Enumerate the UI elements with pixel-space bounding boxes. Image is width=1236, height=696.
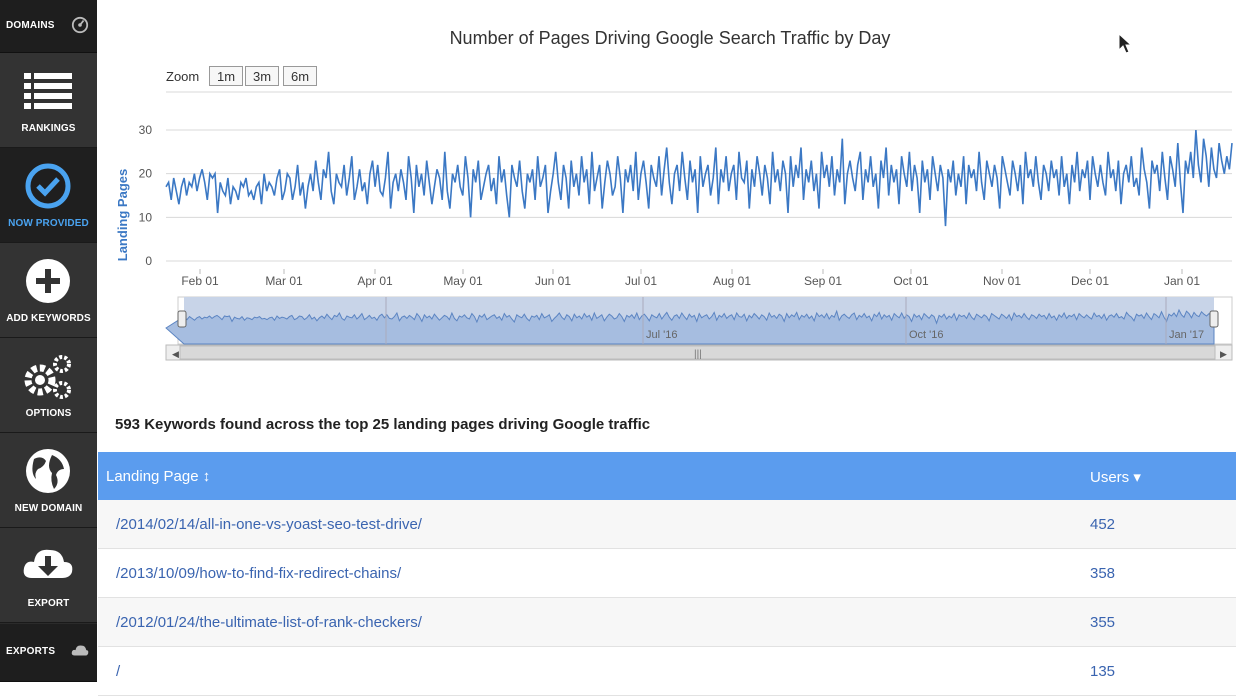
list-icon: [24, 73, 72, 109]
table-body: /2014/02/14/all-in-one-vs-yoast-seo-test…: [98, 500, 1236, 696]
x-tick-label: Jul 01: [625, 274, 657, 288]
users-value: 452: [1090, 516, 1116, 533]
check-circle-icon: [25, 163, 71, 209]
dashboard-icon[interactable]: [71, 16, 89, 34]
sidebar-item-label: ADD KEYWORDS: [6, 313, 91, 324]
x-tick-label: Nov 01: [983, 274, 1021, 288]
mouse-cursor-icon: [1118, 33, 1133, 54]
scroll-left-arrow-icon[interactable]: ◀: [172, 349, 179, 359]
navigator-label-jan: Jan '17: [1169, 329, 1204, 341]
sidebar-item-now-provided[interactable]: NOW PROVIDED: [0, 148, 97, 243]
plus-circle-icon: [26, 259, 70, 303]
y-tick-labels: 0 10 20 30: [139, 123, 153, 268]
zoom-6m-button[interactable]: 6m: [283, 66, 317, 86]
zoom-label: Zoom: [166, 69, 200, 84]
x-tick-label: Apr 01: [357, 274, 393, 288]
sidebar-item-label: EXPORT: [27, 598, 70, 609]
navigator-label-jul: Jul '16: [646, 329, 677, 341]
sidebar-item-label: NOW PROVIDED: [8, 218, 89, 229]
users-value: 135: [1090, 663, 1116, 680]
domains-label: DOMAINS: [6, 20, 55, 31]
users-header[interactable]: Users ▾: [1090, 469, 1141, 486]
cloud-download-icon: [23, 549, 73, 578]
scrollbar-grip-icon[interactable]: |||: [694, 349, 702, 360]
scroll-right-arrow-icon[interactable]: ▶: [1220, 349, 1227, 359]
sidebar-item-options[interactable]: OPTIONS: [0, 338, 97, 433]
x-tick-label: Feb 01: [181, 274, 219, 288]
x-tick-label: Dec 01: [1071, 274, 1109, 288]
exports-label: EXPORTS: [6, 646, 56, 657]
landing-page-header[interactable]: Landing Page ↕: [106, 468, 211, 485]
sidebar-item-export[interactable]: EXPORT: [0, 528, 97, 623]
x-tick-label: Oct 01: [893, 274, 929, 288]
users-value: 355: [1090, 614, 1116, 631]
table-row: /2014/02/14/all-in-one-vs-yoast-seo-test…: [98, 500, 1236, 549]
x-tick-label: Aug 01: [713, 274, 751, 288]
x-tick-label: Mar 01: [265, 274, 303, 288]
landing-page-link[interactable]: /2014/02/14/all-in-one-vs-yoast-seo-test…: [116, 516, 422, 533]
sidebar-item-rankings[interactable]: RANKINGS: [0, 53, 97, 148]
landing-page-link[interactable]: /: [116, 663, 121, 680]
chart-title: Number of Pages Driving Google Search Tr…: [449, 28, 891, 48]
landing-page-link[interactable]: /2013/10/09/how-to-find-fix-redirect-cha…: [116, 565, 402, 582]
landing-pages-table: Landing Page ↕ Users ▾ /2014/02/14/all-i…: [98, 452, 1236, 696]
y-tick-label: 20: [139, 167, 153, 181]
y-tick-label: 0: [145, 254, 152, 268]
navigator-left-handle[interactable]: [177, 310, 187, 328]
scrollbar-thumb[interactable]: [179, 345, 1216, 360]
navigator-area: [165, 308, 1215, 345]
x-tick-label: May 01: [443, 274, 483, 288]
sidebar-item-label: NEW DOMAIN: [14, 503, 83, 514]
cloud-icon[interactable]: [71, 642, 89, 660]
traffic-line-chart: 0 10 20 30 Landing Pages Feb 01 Mar 01 Apr 01…: [115, 91, 1233, 361]
keywords-summary: 593 Keywords found across the top 25 lan…: [115, 416, 651, 433]
zoom-3m-button[interactable]: 3m: [245, 66, 279, 86]
x-tick-label: Jan 01: [1164, 274, 1200, 288]
sidebar-item-new-domain[interactable]: NEW DOMAIN: [0, 433, 97, 528]
x-tick-labels: Feb 01 Mar 01 Apr 01 May 01 Jun 01 Jul 01 Aug …: [181, 269, 1200, 288]
table-header: Landing Page ↕ Users ▾: [98, 452, 1236, 500]
gears-icon: [24, 355, 71, 399]
navigator-label-oct: Oct '16: [909, 329, 944, 341]
sidebar-item-label: RANKINGS: [21, 123, 76, 134]
landing-page-link[interactable]: /2012/01/24/the-ultimate-list-of-rank-ch…: [116, 614, 422, 631]
series-line: [165, 129, 1233, 227]
table-row: / 135: [98, 647, 1236, 696]
sidebar-item-label: OPTIONS: [25, 408, 72, 419]
x-tick-label: Jun 01: [535, 274, 571, 288]
users-value: 358: [1090, 565, 1116, 582]
table-row: /2012/01/24/the-ultimate-list-of-rank-ch…: [98, 598, 1236, 647]
x-tick-label: Sep 01: [804, 274, 842, 288]
globe-icon: [26, 449, 70, 493]
y-tick-label: 30: [139, 123, 153, 137]
table-row: /2013/10/09/how-to-find-fix-redirect-cha…: [98, 549, 1236, 598]
navigator-right-handle[interactable]: [1209, 310, 1219, 328]
exports-header[interactable]: EXPORTS: [0, 624, 97, 682]
y-axis-label: Landing Pages: [115, 169, 130, 261]
sidebar-item-add-keywords[interactable]: ADD KEYWORDS: [0, 243, 97, 338]
y-tick-label: 10: [139, 210, 153, 224]
zoom-1m-button[interactable]: 1m: [209, 66, 243, 86]
sidebar: DOMAINS RANKINGS NOW PROVIDED ADD KEYWOR…: [0, 0, 97, 682]
domains-header[interactable]: DOMAINS: [0, 0, 97, 53]
